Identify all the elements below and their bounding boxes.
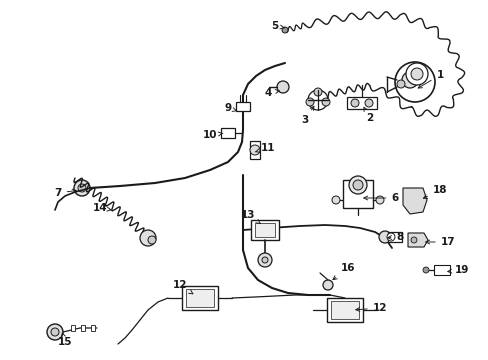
Bar: [346, 97, 376, 109]
Text: 12: 12: [355, 303, 386, 313]
Circle shape: [276, 81, 288, 93]
Circle shape: [375, 196, 383, 204]
Bar: [91, 325, 95, 331]
Circle shape: [148, 236, 156, 244]
Text: 5: 5: [271, 21, 284, 31]
Text: 8: 8: [387, 232, 403, 242]
Bar: [185, 289, 214, 307]
Circle shape: [350, 99, 358, 107]
Circle shape: [47, 324, 63, 340]
Text: 1: 1: [417, 70, 443, 88]
Circle shape: [282, 27, 287, 33]
Polygon shape: [407, 233, 427, 247]
Circle shape: [305, 98, 313, 106]
Circle shape: [364, 99, 372, 107]
Bar: [387, 232, 401, 242]
Circle shape: [323, 280, 332, 290]
Circle shape: [378, 231, 390, 243]
Text: 7: 7: [54, 188, 76, 198]
Circle shape: [405, 63, 427, 85]
Bar: [221, 128, 235, 138]
Circle shape: [313, 88, 321, 96]
Bar: [326, 298, 362, 322]
Text: 17: 17: [425, 237, 454, 247]
Bar: [71, 325, 75, 331]
Circle shape: [422, 267, 428, 273]
Bar: [342, 180, 372, 208]
Text: 12: 12: [172, 280, 192, 294]
Text: 11: 11: [255, 143, 275, 153]
Text: 6: 6: [363, 193, 398, 203]
Text: 9: 9: [224, 103, 237, 113]
Bar: [254, 223, 274, 237]
Circle shape: [348, 176, 366, 194]
Circle shape: [410, 237, 416, 243]
Bar: [81, 325, 85, 331]
Circle shape: [307, 90, 327, 110]
Circle shape: [396, 80, 404, 88]
Bar: [433, 265, 449, 275]
Polygon shape: [402, 188, 426, 214]
Circle shape: [249, 145, 260, 155]
Circle shape: [140, 230, 156, 246]
Text: 16: 16: [332, 263, 354, 280]
Circle shape: [386, 233, 394, 241]
Circle shape: [321, 98, 329, 106]
Text: 2: 2: [363, 107, 373, 123]
Text: 18: 18: [423, 185, 447, 198]
Bar: [250, 220, 279, 240]
Circle shape: [394, 62, 434, 102]
Circle shape: [258, 253, 271, 267]
Text: 19: 19: [447, 265, 468, 275]
Bar: [182, 286, 218, 310]
Text: 10: 10: [203, 130, 223, 140]
Text: 13: 13: [240, 210, 260, 224]
Circle shape: [262, 257, 267, 263]
Circle shape: [410, 68, 422, 80]
Circle shape: [51, 328, 59, 336]
Circle shape: [352, 180, 362, 190]
Text: 14: 14: [93, 203, 111, 213]
Bar: [236, 102, 249, 111]
Circle shape: [401, 72, 417, 88]
Text: 4: 4: [264, 88, 279, 98]
Circle shape: [78, 184, 86, 192]
Bar: [330, 301, 358, 319]
Circle shape: [74, 180, 90, 196]
Text: 3: 3: [301, 106, 313, 125]
Circle shape: [331, 196, 339, 204]
Bar: [249, 141, 260, 159]
Text: 15: 15: [58, 333, 72, 347]
